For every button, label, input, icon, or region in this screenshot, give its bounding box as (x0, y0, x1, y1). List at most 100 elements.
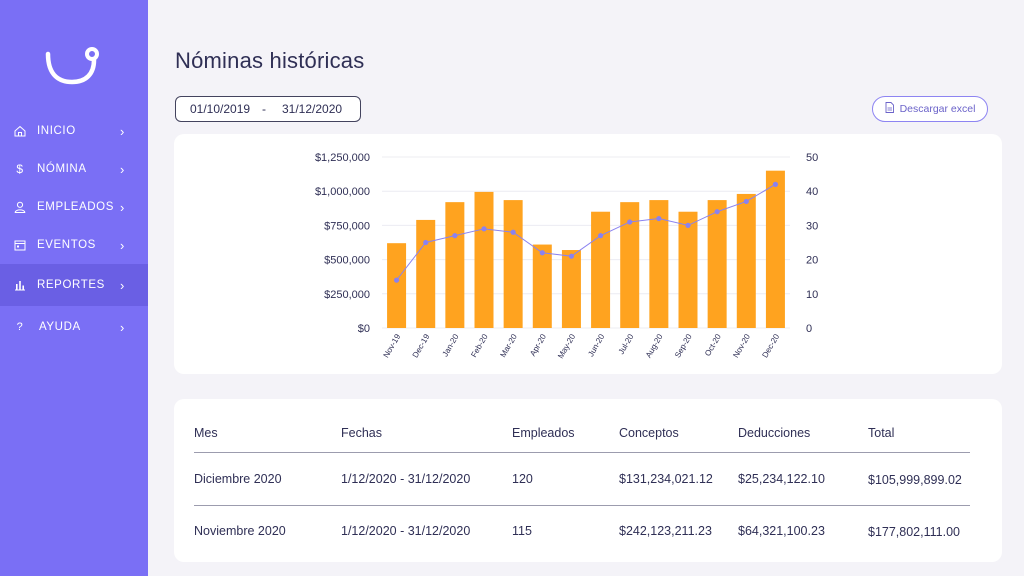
x-tick-label: Nov-19 (382, 332, 403, 359)
table-header-divider (194, 452, 970, 453)
table-row-divider (194, 505, 970, 506)
y-left-tick-label: $0 (358, 323, 370, 335)
help-icon: ? (16, 321, 24, 333)
bar (532, 244, 552, 328)
main-content: Nóminas históricas 01/10/2019 - 31/12/20… (148, 0, 1024, 576)
sidebar-item-eventos[interactable]: EVENTOS › (0, 226, 148, 264)
line-point (656, 215, 662, 222)
chevron-right-icon: › (120, 199, 125, 215)
bar-chart-icon (13, 278, 27, 292)
sidebar-item-label: NÓMINA (37, 163, 87, 175)
page-title: Nóminas históricas (175, 48, 365, 73)
y-right-tick-label: 0 (806, 323, 812, 335)
line-point (510, 229, 516, 235)
date-range-picker[interactable]: 01/10/2019 - 31/12/2020 (175, 96, 361, 122)
table-cell: $131,234,021.12 (619, 472, 713, 486)
y-left-tick-label: $500,000 (324, 255, 370, 267)
sidebar-nav: INICIO › $ NÓMINA › EMPLEADOS › EVENTOS … (0, 112, 148, 346)
bar (678, 211, 698, 328)
table-header-cell: Fechas (341, 426, 382, 440)
table-header-cell: Mes (194, 426, 218, 440)
bar (387, 243, 407, 328)
table-cell: Noviembre 2020 (194, 524, 286, 538)
user-icon (13, 200, 27, 214)
bar (620, 202, 640, 328)
x-tick-label: Mar-20 (498, 332, 519, 359)
y-right-tick-label: 40 (806, 186, 818, 198)
sidebar-item-label: AYUDA (39, 321, 81, 333)
sidebar-item-label: EMPLEADOS (37, 201, 114, 213)
y-left-tick-label: $750,000 (324, 220, 370, 232)
payroll-chart: $0 $250,000 $500,000 $750,000 $1,000,000 $1,2… (315, 152, 818, 360)
table-cell: 120 (512, 472, 533, 486)
table-header-cell: Conceptos (619, 426, 679, 440)
x-tick-label: Sep-20 (673, 332, 694, 359)
download-excel-label: Descargar excel (899, 103, 976, 115)
x-tick-label: Aug-20 (644, 332, 665, 359)
payroll-table: Mes Fechas Empleados Conceptos Deducciones To… (174, 399, 1002, 562)
line-point (481, 226, 487, 232)
date-start[interactable]: 01/10/2019 (190, 102, 251, 116)
table-header-cell: Empleados (512, 426, 575, 440)
bar (445, 202, 465, 328)
x-tick-label: Apr-20 (528, 332, 548, 358)
y-left-tick-label: $1,000,000 (315, 186, 370, 198)
sidebar-item-inicio[interactable]: INICIO › (0, 112, 148, 150)
table-cell: $25,234,122.10 (738, 472, 825, 486)
line-point (597, 233, 604, 239)
series-line (396, 183, 776, 281)
sidebar-item-label: REPORTES (37, 279, 105, 291)
line-point (423, 239, 429, 246)
table-cell: $242,123,211.23 (619, 524, 712, 538)
table-cell: $64,321,100.23 (738, 524, 825, 538)
y-right-tick-label: 10 (806, 289, 818, 301)
chevron-right-icon: › (120, 161, 125, 177)
bar (561, 250, 581, 328)
line-point (568, 253, 575, 259)
sidebar-item-nomina[interactable]: $ NÓMINA › (0, 150, 148, 188)
x-tick-label: Jun-20 (586, 332, 606, 358)
bar (503, 200, 523, 328)
line-point (743, 198, 749, 205)
line-point (393, 277, 400, 283)
chevron-right-icon: › (120, 123, 125, 139)
y-left-tick-label: $250,000 (324, 289, 370, 301)
bar (649, 200, 669, 328)
date-end[interactable]: 31/12/2020 (282, 102, 343, 116)
chevron-right-icon: › (120, 237, 125, 253)
table-cell: $177,802,111.00 (868, 525, 960, 539)
x-tick-label: Dec-19 (411, 332, 432, 359)
logo-icon (45, 47, 99, 85)
line-point (627, 219, 633, 225)
sidebar-item-label: EVENTOS (37, 239, 96, 251)
y-right-tick-label: 30 (806, 220, 818, 232)
download-excel-button[interactable]: Descargar excel (872, 96, 988, 122)
x-tick-label: Oct-20 (703, 332, 723, 358)
date-separator: - (262, 102, 266, 116)
sidebar-item-empleados[interactable]: EMPLEADOS › (0, 188, 148, 226)
y-right-tick-label: 50 (806, 152, 818, 164)
table-header-cell: Total (868, 426, 895, 440)
chart-card: $0 $250,000 $500,000 $750,000 $1,000,000 $1,2… (174, 134, 1002, 374)
x-tick-label: Feb-20 (469, 332, 490, 359)
line-point (772, 181, 779, 187)
table-cell: 1/12/2020 - 31/12/2020 (341, 524, 471, 538)
sidebar-item-label: INICIO (37, 125, 76, 137)
line-point (452, 233, 458, 239)
table-cell: 115 (512, 524, 532, 538)
line-point (539, 250, 545, 256)
x-tick-label: Jan-20 (441, 332, 461, 358)
y-left-tick-label: $1,250,000 (315, 152, 370, 164)
sidebar-item-ayuda[interactable]: ? AYUDA › (0, 308, 148, 346)
line-point (685, 222, 691, 228)
chevron-right-icon: › (120, 319, 125, 335)
sidebar: INICIO › $ NÓMINA › EMPLEADOS › EVENTOS … (0, 0, 148, 576)
dollar-icon: $ (16, 162, 24, 176)
sidebar-item-reportes[interactable]: REPORTES › (0, 264, 148, 306)
table-header-cell: Deducciones (738, 426, 811, 440)
chevron-right-icon: › (120, 277, 125, 293)
table-cell: Diciembre 2020 (194, 472, 282, 486)
x-tick-label: Nov-20 (731, 332, 752, 359)
line-point (714, 209, 720, 215)
bar (591, 211, 611, 328)
